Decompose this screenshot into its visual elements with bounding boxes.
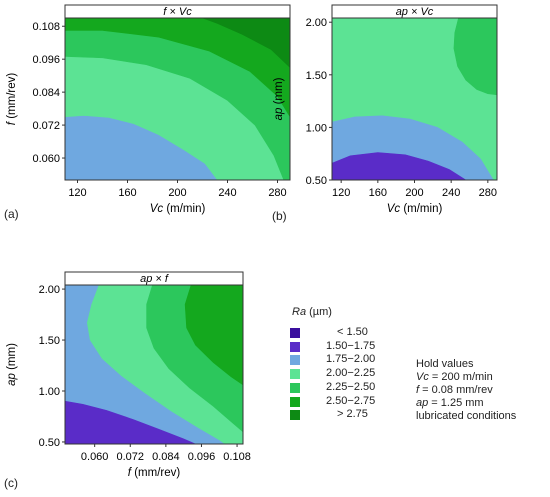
x-axis-unit: (mm/rev) (134, 467, 180, 479)
hold-ap-var: ap (416, 397, 429, 409)
hold-f-var: f (416, 384, 420, 396)
hold-value-ap: ap = 1.25 mm (416, 397, 516, 410)
contour-region (65, 400, 196, 444)
y-tick-label: 1.50 (39, 335, 60, 347)
x-tick-label: 280 (479, 187, 497, 199)
x-axis-var: f (128, 467, 133, 479)
legend-title-var: Ra (292, 306, 307, 318)
hold-ap-text: = 1.25 mm (428, 397, 484, 409)
x-tick-label: 0.072 (117, 451, 145, 463)
y-tick-label: 2.00 (39, 284, 60, 296)
chart-title: ap × f (140, 273, 169, 285)
contour-region (453, 18, 497, 96)
legend-title-unit: (µm) (309, 306, 332, 318)
panel-label-c: (c) (4, 476, 18, 490)
hold-f-text: = 0.08 mm/rev (419, 384, 493, 396)
contour-region (332, 152, 467, 180)
y-tick-label: 2.00 (306, 17, 327, 29)
legend-label: 1.50−1.75 (326, 339, 376, 352)
contour-region (184, 285, 243, 386)
legend-label: 2.25−2.50 (326, 380, 376, 393)
x-tick-label: 120 (332, 187, 350, 199)
hold-value-vc: Vc = 200 m/min (416, 371, 516, 384)
y-tick-label: 0.084 (32, 87, 60, 99)
y-tick-label: 0.072 (32, 120, 60, 132)
y-tick-label: 1.50 (306, 70, 327, 82)
hold-vc-text: = 200 m/min (428, 371, 493, 383)
x-tick-label: 240 (442, 187, 460, 199)
y-tick-label: 1.00 (39, 386, 60, 398)
y-tick-label: 0.060 (32, 153, 60, 165)
legend-title: Ra (µm) (292, 306, 332, 318)
title-bar (64, 271, 244, 286)
y-axis-unit: (mm) (6, 343, 18, 370)
legend-label: 1.75−2.00 (326, 353, 376, 366)
hold-value-f: f = 0.08 mm/rev (416, 384, 516, 397)
hold-condition: lubricated conditions (416, 410, 517, 422)
y-axis-unit: (mm/rev) (6, 73, 18, 119)
chart-title: ap × Vc (396, 6, 434, 18)
x-tick-label: 160 (118, 187, 136, 199)
x-tick-label: 0.060 (81, 451, 109, 463)
y-tick-label: 0.50 (39, 437, 60, 449)
y-axis-label: f (mm/rev) (6, 73, 18, 126)
y-tick-label: 0.108 (32, 21, 60, 33)
x-axis-label: Vc (m/min) (150, 203, 206, 215)
x-axis-unit: (m/min) (166, 203, 205, 215)
legend-swatch (290, 410, 300, 421)
title-bar (64, 4, 291, 19)
x-tick-label: 0.096 (188, 451, 216, 463)
x-axis-label: f (mm/rev) (128, 467, 181, 479)
hold-vc-var: Vc (416, 371, 429, 383)
y-axis-label: ap (mm) (273, 77, 285, 120)
y-tick-label: 1.00 (306, 122, 327, 134)
contour-panel-1: f × Vc 120 160 200 240 280 0.060 0.072 0.084 0.09… (6, 4, 291, 215)
legend-swatch (290, 369, 300, 380)
x-tick-label: 0.084 (152, 451, 180, 463)
legend-label: 2.50−2.75 (326, 394, 376, 407)
title-bar (331, 4, 498, 19)
x-tick-label: 240 (218, 187, 236, 199)
x-tick-label: 160 (369, 187, 387, 199)
contour-panel-3: ap × f 0.060 0.072 0.084 0.096 0.108 0.50 1.00 1… (6, 271, 251, 479)
contour-region (65, 18, 290, 118)
contour-region (202, 18, 290, 68)
x-axis-var: Vc (387, 203, 401, 215)
y-tick-label: 0.096 (32, 54, 60, 66)
x-axis-unit: (m/min) (403, 203, 442, 215)
legend-swatch (290, 341, 300, 352)
y-axis-var: ap (273, 107, 285, 120)
x-tick-label: 200 (168, 187, 186, 199)
contour-panel-2: ap × Vc 120 160 200 240 280 0.50 1.00 1.50 2.00 Vc… (273, 4, 498, 215)
legend-swatch (290, 382, 300, 393)
y-axis-var: f (6, 120, 18, 125)
x-tick-label: 120 (68, 187, 86, 199)
x-tick-label: 200 (405, 187, 423, 199)
chart-title: f × Vc (163, 6, 192, 18)
x-tick-label: 280 (268, 187, 286, 199)
x-axis-label: Vc (m/min) (387, 203, 443, 215)
x-tick-label: 0.108 (223, 451, 251, 463)
hold-values-heading: Hold values (416, 358, 474, 370)
y-axis-unit: (mm) (273, 77, 285, 104)
legend-label: > 2.75 (337, 408, 368, 421)
x-axis-var: Vc (150, 203, 164, 215)
panel-label-a: (a) (4, 207, 19, 221)
legend-label: < 1.50 (337, 326, 368, 338)
legend-swatch (290, 396, 300, 407)
y-axis-var: ap (6, 373, 18, 386)
legend-swatch (290, 328, 300, 338)
y-tick-label: 0.50 (306, 175, 327, 187)
legend-swatch (290, 355, 300, 366)
panel-label-b: (b) (272, 209, 287, 223)
legend-label: 2.00−2.25 (326, 367, 376, 380)
y-axis-label: ap (mm) (6, 343, 18, 386)
hold-values-box: Hold values Vc = 200 m/min f = 0.08 mm/r… (416, 358, 516, 423)
